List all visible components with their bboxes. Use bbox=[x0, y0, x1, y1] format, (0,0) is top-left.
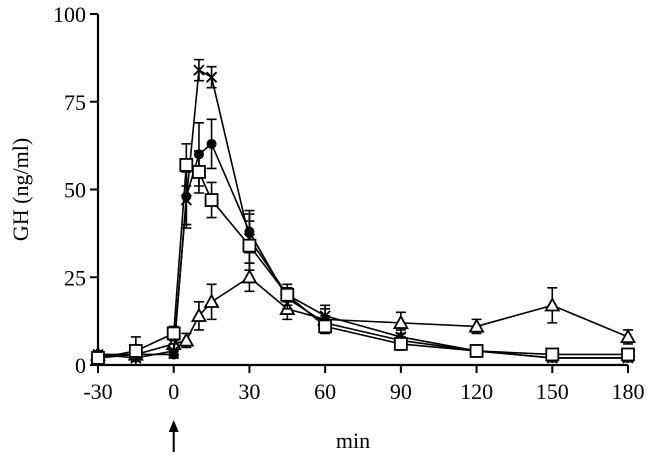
y-tick-label: 100 bbox=[53, 2, 86, 27]
x-axis-title: min bbox=[336, 428, 370, 453]
data-point bbox=[204, 193, 219, 207]
data-point bbox=[619, 328, 637, 344]
data-point bbox=[393, 337, 408, 351]
x-tick-label: 180 bbox=[612, 379, 645, 404]
data-point bbox=[203, 293, 220, 308]
data-point bbox=[241, 268, 258, 284]
data-point bbox=[168, 349, 179, 360]
x-tick-label: 0 bbox=[168, 379, 179, 404]
data-point bbox=[242, 238, 257, 253]
data-point bbox=[621, 347, 635, 362]
x-ticks: -30 0 30 60 90 120 150 180 bbox=[83, 365, 645, 404]
x-tick-label: -30 bbox=[83, 379, 112, 404]
data-point bbox=[392, 314, 409, 329]
series-open-square bbox=[91, 143, 635, 366]
y-axis-title: GH (ng/ml) bbox=[8, 138, 33, 241]
data-point bbox=[166, 326, 181, 341]
data-point bbox=[469, 344, 484, 358]
y-tick-label: 75 bbox=[64, 90, 86, 115]
x-tick-label: 90 bbox=[390, 379, 412, 404]
x-tick-label: 60 bbox=[314, 379, 336, 404]
x-tick-label: 120 bbox=[460, 379, 493, 404]
x-tick-label: 150 bbox=[536, 379, 569, 404]
data-point bbox=[318, 319, 333, 334]
y-ticks: 0 25 50 75 100 bbox=[53, 2, 98, 378]
y-tick-label: 0 bbox=[75, 353, 86, 378]
data-point bbox=[190, 307, 207, 322]
arrow-head bbox=[168, 420, 179, 432]
data-point bbox=[91, 351, 105, 365]
data-point bbox=[179, 158, 194, 172]
x-tick-label: 30 bbox=[238, 379, 260, 404]
data-point bbox=[205, 71, 218, 83]
data-point bbox=[128, 344, 143, 358]
series-layer bbox=[89, 58, 637, 366]
data-point bbox=[193, 64, 205, 76]
data-point bbox=[544, 296, 561, 312]
annotation-layer bbox=[168, 420, 179, 452]
y-tick-label: 50 bbox=[64, 178, 86, 203]
data-point bbox=[178, 332, 195, 347]
data-point bbox=[545, 347, 560, 362]
data-point bbox=[468, 318, 485, 333]
data-point bbox=[280, 287, 295, 302]
data-point bbox=[192, 165, 206, 179]
y-tick-label: 25 bbox=[64, 265, 86, 290]
data-point bbox=[206, 138, 217, 149]
